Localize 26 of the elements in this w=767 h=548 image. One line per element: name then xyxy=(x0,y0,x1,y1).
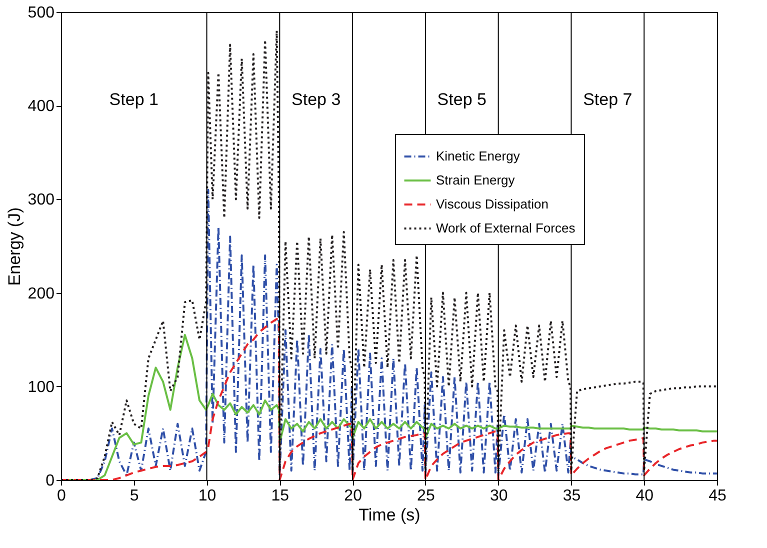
y-tick-label: 0 xyxy=(46,472,55,490)
x-axis-title: Time (s) xyxy=(358,506,420,524)
x-tick-label: 10 xyxy=(198,488,216,504)
legend-label: Strain Energy xyxy=(436,172,516,188)
y-tick-label: 400 xyxy=(28,98,55,116)
y-axis-title: Energy (J) xyxy=(4,207,24,286)
legend-label: Kinetic Energy xyxy=(436,148,520,164)
legend-label: Viscous Dissipation xyxy=(436,196,548,212)
x-tick-label: 30 xyxy=(490,488,508,504)
annotation: Step 3 xyxy=(292,90,341,109)
x-tick-label: 35 xyxy=(562,488,581,504)
annotation: Step 5 xyxy=(437,90,486,109)
y-tick-label: 300 xyxy=(28,192,55,209)
annotation: Step 1 xyxy=(109,90,158,109)
x-tick-label: 5 xyxy=(130,488,139,504)
x-tick-label: 15 xyxy=(271,488,290,504)
x-tick-label: 0 xyxy=(57,488,66,504)
x-tick-label: 45 xyxy=(708,488,726,504)
x-tick-label: 40 xyxy=(636,488,654,504)
x-tick-label: 20 xyxy=(344,488,362,504)
annotation: Step 7 xyxy=(583,90,632,109)
y-tick-label: 500 xyxy=(28,4,55,22)
y-tick-label: 200 xyxy=(28,285,55,302)
legend-label: Work of External Forces xyxy=(436,220,576,236)
y-tick-label: 100 xyxy=(28,378,55,396)
x-tick-label: 25 xyxy=(417,488,435,504)
